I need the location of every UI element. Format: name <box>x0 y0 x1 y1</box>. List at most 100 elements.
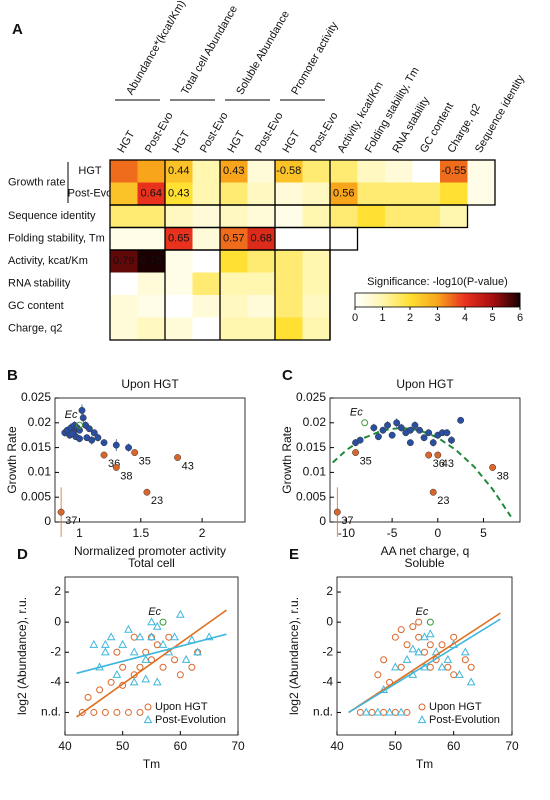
point <box>181 654 191 663</box>
heatmap-cell <box>275 250 303 273</box>
heatmap-cell <box>247 317 276 341</box>
cell-label: 0.43 <box>168 188 189 200</box>
colorbar-step <box>476 293 480 307</box>
heatmap-cell <box>385 205 413 228</box>
cell-label: -0.55 <box>441 165 466 177</box>
row-sub-label: HGT <box>78 165 102 177</box>
point <box>489 463 497 471</box>
legend-marker <box>417 715 427 724</box>
point <box>426 618 434 626</box>
colorbar-step <box>369 293 372 307</box>
heatmap-cell <box>110 272 138 296</box>
x-tick-label: 0 <box>434 526 441 540</box>
colorbar-step <box>398 293 401 307</box>
point <box>406 426 414 434</box>
colorbar-step <box>427 293 430 307</box>
heatmap-cell <box>220 205 248 228</box>
point <box>409 623 417 631</box>
heatmap-cell <box>357 160 386 183</box>
point <box>450 671 458 679</box>
y-tick-label: -2 <box>322 644 333 658</box>
y-tick-label: 0.005 <box>21 489 51 503</box>
y-tick-label: 0.005 <box>296 489 326 503</box>
point <box>159 618 167 626</box>
colorbar-step <box>404 293 408 307</box>
colorbar-step <box>379 293 383 307</box>
colorbar-tick-label: 5 <box>489 312 495 324</box>
point <box>416 426 423 434</box>
colorbar-step <box>466 293 469 307</box>
colorbar-step <box>373 293 377 307</box>
point <box>397 626 405 634</box>
point <box>437 662 447 671</box>
colorbar-step <box>493 293 496 307</box>
legend-marker <box>144 703 152 711</box>
point <box>396 707 406 716</box>
point <box>429 439 437 447</box>
x-tick-label: 60 <box>447 739 461 753</box>
panel-letter: D <box>17 546 28 563</box>
point <box>152 677 162 686</box>
point <box>467 663 475 671</box>
colorbar-step <box>478 293 482 307</box>
heatmap-cell <box>220 295 248 318</box>
heatmap-cell <box>385 160 413 183</box>
heatmap-cell <box>165 295 193 318</box>
colorbar-step <box>371 293 375 307</box>
x-tick-label: -10 <box>338 526 356 540</box>
heatmap-cell <box>192 317 221 341</box>
y-tick-label: 0.015 <box>21 440 51 454</box>
point <box>384 421 391 429</box>
cell-label: 0.65 <box>168 233 189 245</box>
point-label: 37 <box>65 515 77 527</box>
point <box>136 663 144 671</box>
fit-line <box>348 612 501 714</box>
point <box>426 641 434 649</box>
colorbar-step <box>392 293 395 307</box>
colorbar-step <box>497 293 500 307</box>
cell-label: 0.68 <box>251 233 272 245</box>
point-label: 23 <box>437 495 449 507</box>
point <box>76 421 84 429</box>
heatmap-cell <box>137 227 166 251</box>
x-axis-label: Tm <box>143 757 160 771</box>
legend-label: Post-Evolution <box>429 714 500 726</box>
point <box>448 436 455 444</box>
colorbar-step <box>390 293 393 307</box>
y-tick-label: 0.01 <box>28 465 52 479</box>
point-label: 43 <box>442 458 454 470</box>
heatmap-cell <box>137 295 166 318</box>
chart-title: Upon HGT <box>396 377 454 391</box>
colorbar-step <box>443 293 447 307</box>
point <box>397 663 405 671</box>
point <box>461 656 469 664</box>
point <box>411 421 419 429</box>
point <box>143 488 151 496</box>
colorbar-step <box>501 293 504 307</box>
chart-title: Upon HGT <box>121 377 179 391</box>
colorbar-tick-label: 0 <box>352 312 358 324</box>
y-tick-label: 0 <box>326 614 333 628</box>
y-tick-label: 2 <box>54 584 61 598</box>
point <box>434 451 442 459</box>
fit-line <box>76 633 227 675</box>
heatmap-cell <box>275 317 303 341</box>
heatmap-cell <box>412 160 441 183</box>
point <box>393 419 401 427</box>
point <box>78 406 86 414</box>
heatmap-cell <box>137 272 166 296</box>
point <box>152 621 162 630</box>
y-tick-label: 0.025 <box>21 390 51 404</box>
point <box>425 429 433 437</box>
point <box>379 426 387 434</box>
heatmap-cell <box>220 317 248 341</box>
colorbar-step <box>454 293 457 307</box>
colorbar-tick-label: 6 <box>517 312 523 324</box>
point <box>421 648 428 656</box>
point <box>112 441 120 449</box>
point <box>113 708 121 716</box>
y-tick-label: -2 <box>50 644 61 658</box>
point <box>356 708 364 716</box>
point <box>415 633 423 641</box>
heatmap-cell <box>247 272 276 296</box>
